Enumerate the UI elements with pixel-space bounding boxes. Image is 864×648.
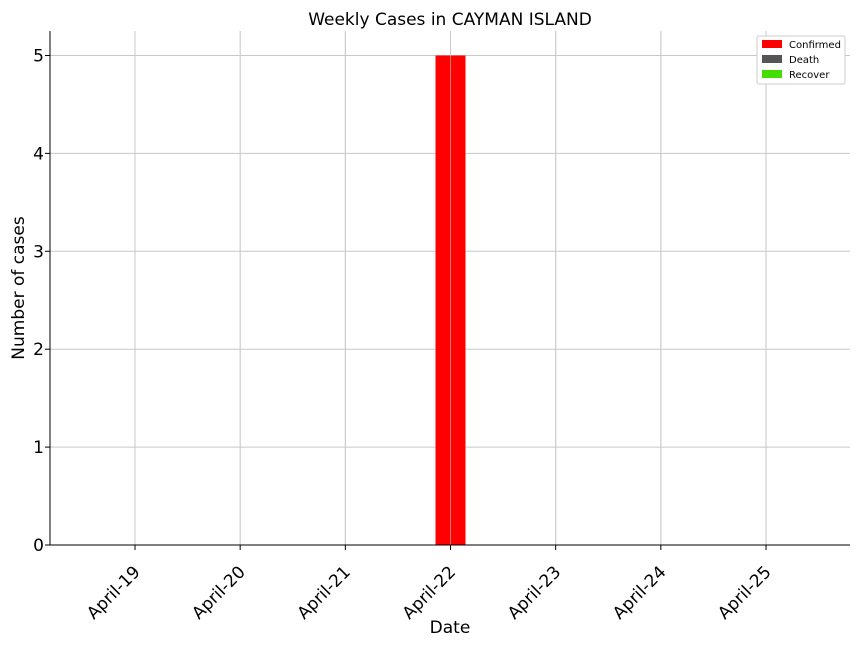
y-tick-label: 1	[33, 438, 44, 458]
x-tick-label: April-19	[83, 562, 144, 623]
legend: Confirmed Death Recover	[756, 35, 846, 85]
x-tick-label: April-20	[188, 562, 249, 623]
x-tick-label: April-23	[504, 562, 565, 623]
legend-swatch-death	[762, 55, 782, 63]
legend-label-death: Death	[789, 55, 819, 66]
y-tick-label: 4	[33, 144, 44, 164]
y-axis-label: Number of cases	[9, 216, 29, 360]
chart-title: Weekly Cases in CAYMAN ISLAND	[308, 10, 592, 30]
x-axis-label: Date	[430, 618, 471, 638]
x-tick-label: April-21	[294, 562, 355, 623]
legend-swatch-recover	[762, 70, 782, 78]
y-tick-label: 5	[33, 46, 44, 66]
x-tick-label: April-24	[609, 562, 670, 623]
legend-label-confirmed: Confirmed	[789, 40, 841, 51]
x-ticks: April-19 April-20 April-21 April-22 April-23…	[83, 545, 776, 624]
x-tick-label: April-22	[399, 562, 460, 623]
y-tick-label: 3	[33, 242, 44, 262]
y-ticks: 0 1 2 3 4 5	[33, 46, 50, 556]
x-tick-label: April-25	[714, 562, 775, 623]
bars-group	[134, 31, 767, 545]
legend-label-recover: Recover	[789, 70, 830, 81]
y-tick-label: 0	[33, 536, 44, 556]
legend-swatch-confirmed	[762, 40, 782, 48]
y-tick-label: 2	[33, 340, 44, 360]
